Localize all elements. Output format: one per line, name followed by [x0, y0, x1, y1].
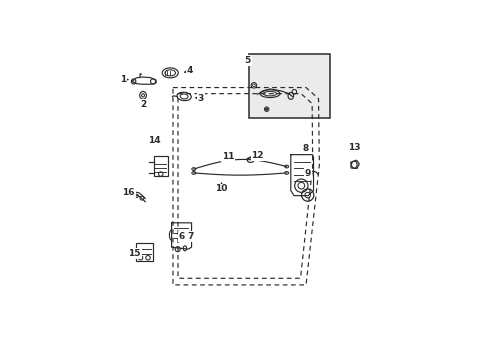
Ellipse shape [191, 168, 195, 170]
FancyBboxPatch shape [249, 54, 329, 118]
Ellipse shape [284, 172, 288, 174]
Text: 11: 11 [221, 152, 234, 161]
Text: 10: 10 [215, 184, 227, 193]
Text: 6: 6 [179, 232, 184, 241]
Text: 2: 2 [140, 100, 146, 109]
Text: 4: 4 [186, 66, 192, 75]
Text: 3: 3 [197, 94, 203, 103]
Text: 8: 8 [302, 144, 308, 153]
Circle shape [265, 108, 267, 110]
Text: 15: 15 [128, 249, 141, 258]
Ellipse shape [284, 165, 288, 168]
Text: 14: 14 [147, 136, 160, 145]
Text: 7: 7 [186, 232, 193, 241]
Text: 5: 5 [244, 56, 250, 65]
Text: 9: 9 [304, 169, 310, 178]
Text: 1: 1 [120, 75, 126, 84]
Text: 12: 12 [251, 151, 263, 160]
Text: 13: 13 [347, 144, 360, 153]
Text: 16: 16 [122, 188, 135, 197]
Ellipse shape [191, 172, 195, 174]
